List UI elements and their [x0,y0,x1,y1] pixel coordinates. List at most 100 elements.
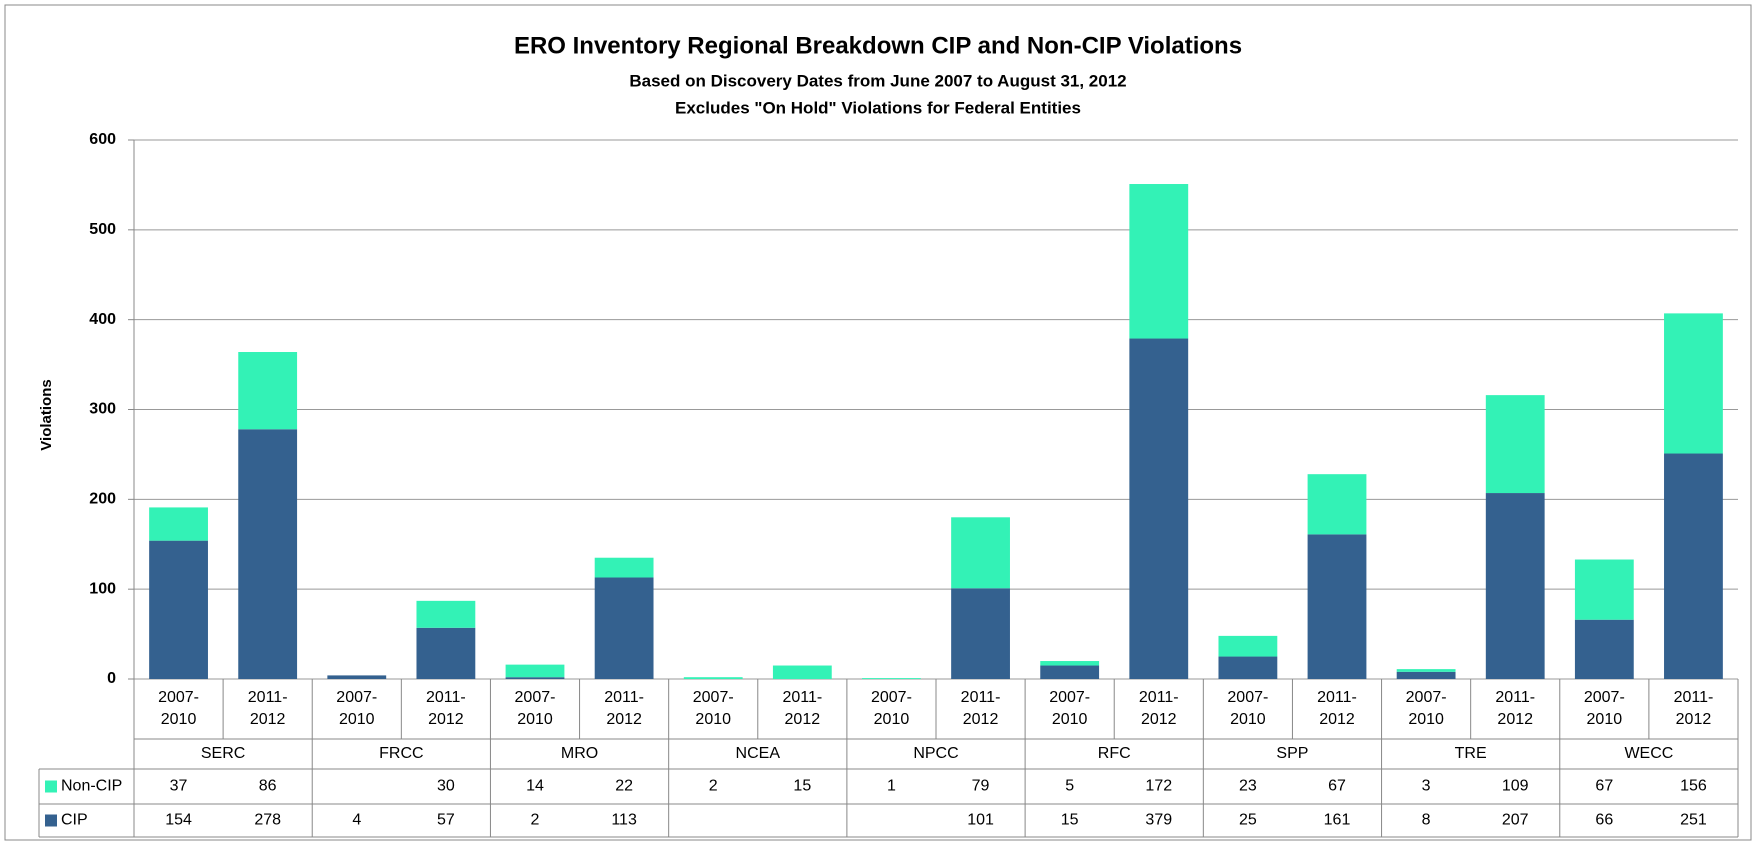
x-tick-label: 2007-2010 [692,689,734,728]
group-label: SPP [1276,745,1308,762]
frame [4,4,1752,841]
y-axis-label: Violations [38,379,55,450]
y-tick-label: 500 [89,221,116,238]
bar [238,352,298,430]
table-value: 5 [1065,778,1074,795]
table-value: 66 [1595,812,1613,829]
bar [1396,671,1456,679]
x-tick-label: 2007-2010 [514,689,556,728]
bar [238,429,298,679]
y-tick-label: 100 [89,580,116,597]
table-value: 15 [793,778,811,795]
x-tick-label: 2007-2010 [1049,689,1091,728]
bar [505,664,565,678]
table-value: 4 [352,812,361,829]
y-tick-label: 300 [89,401,116,418]
bar [951,517,1010,589]
bar [1664,313,1723,454]
x-tick-label: 2007-2010 [1405,689,1447,728]
group-label: RFC [1098,745,1131,762]
x-tick-label: 2011-2012 [782,689,823,728]
table-value: 37 [170,778,188,795]
table-value: 15 [1061,812,1079,829]
table-value: 109 [1502,778,1529,795]
bar [951,588,1010,679]
bar [1040,665,1100,679]
bar [683,677,743,679]
group-label: SERC [201,745,245,762]
chart-subtitle: Based on Discovery Dates from June 2007 … [629,71,1126,90]
x-tick-label: 2011-2012 [960,689,1001,728]
table-value: 14 [526,778,544,795]
group-label: MRO [561,745,598,762]
bar [1574,619,1634,679]
table-value: 86 [259,778,277,795]
table-value: 79 [972,778,990,795]
bar [594,557,654,578]
bar [149,540,208,679]
table-value: 67 [1328,778,1346,795]
table-value: 25 [1239,812,1257,829]
x-tick-label: 2011-2012 [604,689,644,728]
x-tick-label: 2011-2012 [1673,689,1714,728]
x-tick-label: 2011-2012 [247,689,288,728]
table-value: 207 [1502,812,1529,829]
x-tick-label: 2011-2012 [1138,689,1179,728]
y-tick-label: 0 [107,670,116,687]
x-tick-label: 2011-2012 [426,689,466,728]
table-value: 101 [967,812,994,829]
legend-swatch [45,814,57,827]
x-tick-label: 2011-2012 [1495,689,1536,728]
table-value: 57 [437,812,455,829]
legend-label: Non-CIP [61,778,122,795]
y-tick-label: 200 [89,491,116,508]
chart-title: ERO Inventory Regional Breakdown CIP and… [514,32,1242,59]
table-value: 2 [709,778,718,795]
group-label: NCEA [736,745,781,762]
bar [1307,474,1367,535]
x-tick-label: 2007-2010 [158,689,199,728]
bar [862,678,921,679]
bar [1485,493,1545,679]
table-value: 154 [165,812,192,829]
table-value: 251 [1680,812,1707,829]
bar [149,507,208,541]
table-value: 113 [611,812,637,829]
bar [772,665,832,679]
chart-subtitle: Excludes "On Hold" Violations for Federa… [675,98,1081,117]
bar [1307,534,1367,679]
table-value: 67 [1595,778,1613,795]
bar [327,675,387,679]
table-value: 2 [531,812,540,829]
table-value: 278 [254,812,281,829]
y-tick-label: 600 [89,131,116,148]
table-value: 156 [1680,778,1707,795]
bar [1664,453,1723,679]
group-label: WECC [1624,745,1673,762]
legend-label: CIP [61,812,88,829]
bar [1129,338,1189,679]
table-value: 30 [437,778,455,795]
bar [1129,184,1189,339]
table-value: 22 [615,778,633,795]
bar [1040,661,1100,666]
bar [1574,559,1634,620]
table-value: 172 [1145,778,1172,795]
bar [1485,395,1545,494]
x-tick-label: 2011-2012 [1317,689,1357,728]
y-tick-label: 400 [89,311,116,328]
legend-swatch [45,780,57,793]
bar [505,677,565,679]
table-value: 3 [1422,778,1431,795]
bar [416,600,476,628]
bar [1218,635,1278,657]
x-tick-label: 2007-2010 [1583,689,1625,728]
group-label: TRE [1455,745,1487,762]
bar [594,577,654,679]
table-value: 8 [1422,812,1431,829]
bar [1218,656,1278,679]
x-tick-label: 2007-2010 [870,689,912,728]
x-tick-label: 2007-2010 [1227,689,1269,728]
